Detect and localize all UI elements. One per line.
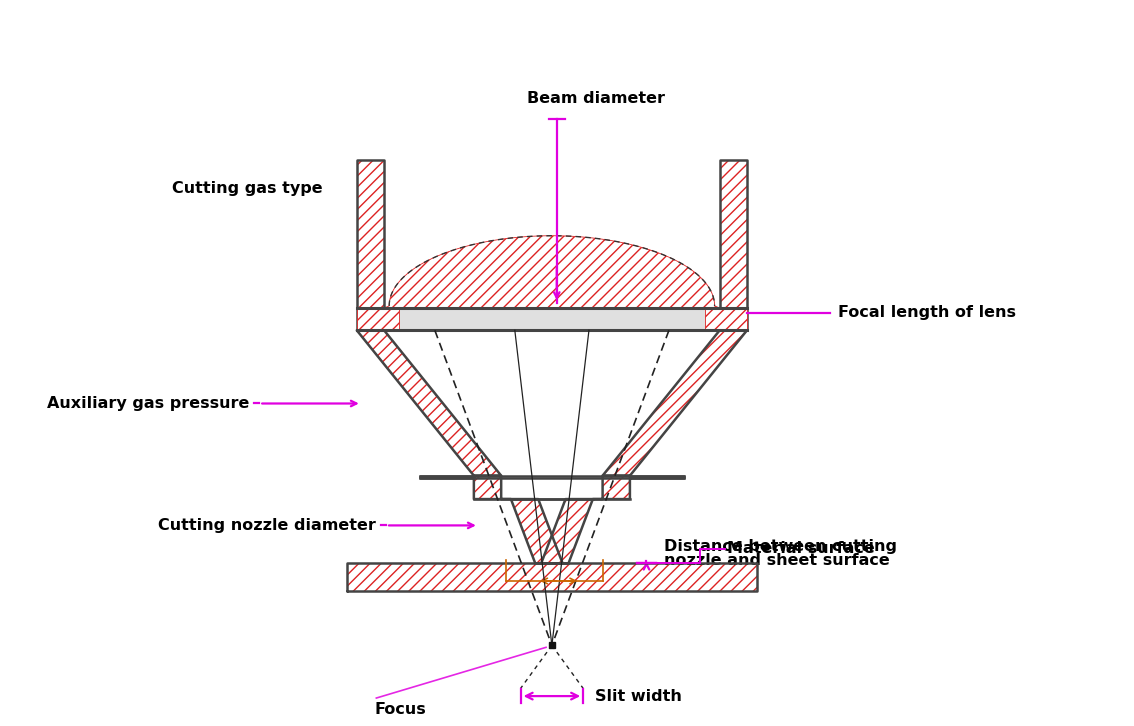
Polygon shape [474,476,562,563]
Text: Focal length of lens: Focal length of lens [838,306,1016,320]
Polygon shape [384,236,720,308]
Polygon shape [720,160,747,308]
Text: Auxiliary gas pressure: Auxiliary gas pressure [48,396,249,411]
Polygon shape [357,308,747,330]
Polygon shape [357,160,384,308]
Polygon shape [357,308,399,330]
Text: Focus: Focus [374,702,426,717]
Polygon shape [357,330,501,476]
Polygon shape [705,308,747,330]
Text: Cutting nozzle diameter: Cutting nozzle diameter [159,518,376,533]
Polygon shape [421,476,474,478]
Text: Beam diameter: Beam diameter [527,91,665,106]
Text: Material surface: Material surface [727,542,875,556]
Polygon shape [629,476,684,478]
Text: nozzle and sheet surface: nozzle and sheet surface [665,553,890,568]
Polygon shape [541,476,629,563]
Text: Cutting gas type: Cutting gas type [172,182,323,197]
Polygon shape [602,330,747,476]
Text: Distance between cutting: Distance between cutting [665,539,897,554]
Polygon shape [347,563,756,591]
Text: Slit width: Slit width [595,688,682,703]
